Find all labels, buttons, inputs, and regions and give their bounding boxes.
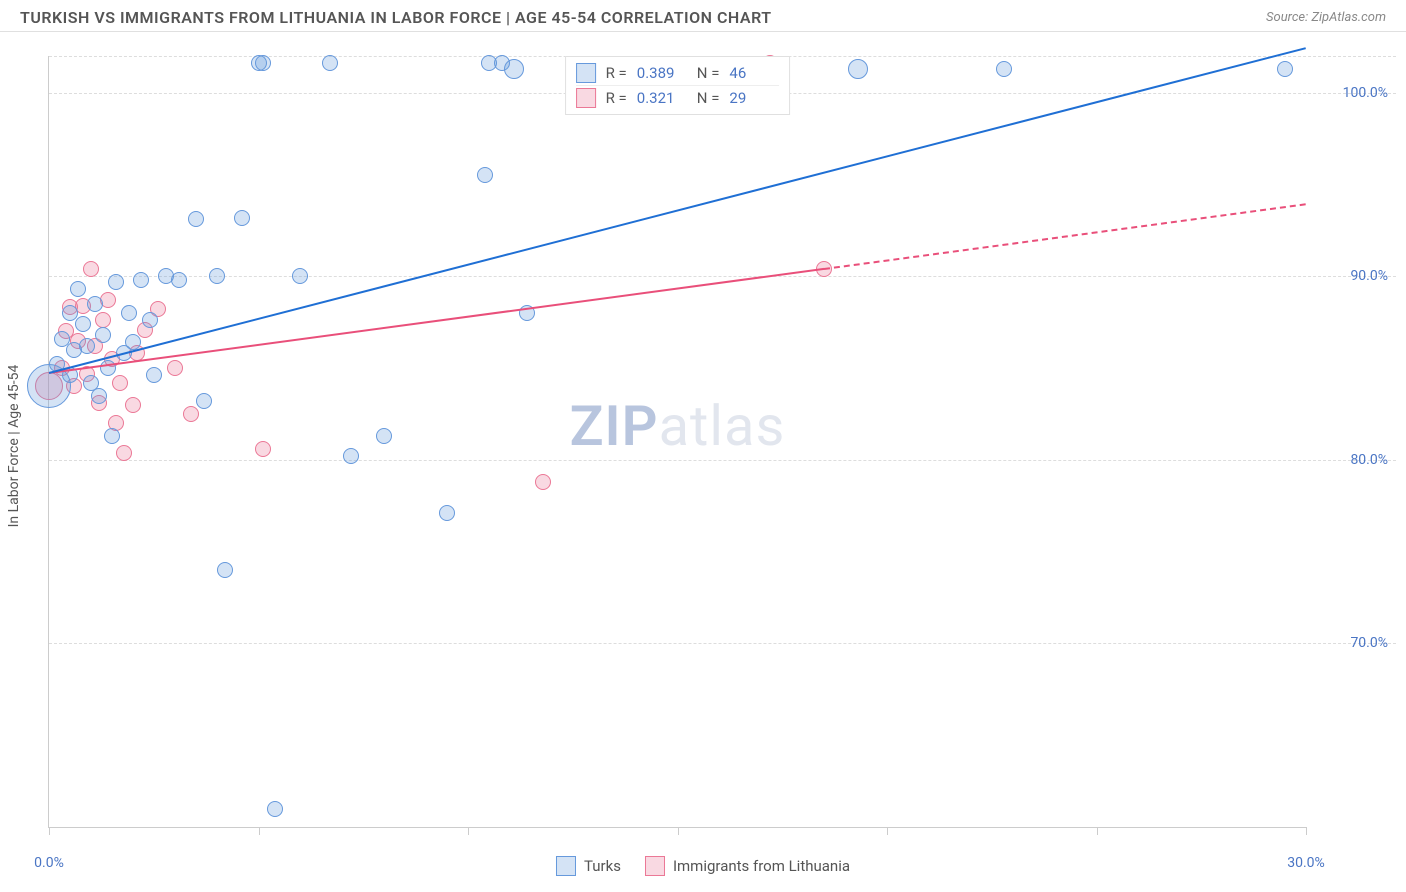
source-label: Source: ZipAtlas.com xyxy=(1266,10,1386,25)
x-tick xyxy=(678,827,679,835)
swatch-turks-bottom xyxy=(556,856,576,876)
x-tick xyxy=(468,827,469,835)
scatter-chart: ZIPatlas R = 0.389 N = 46 R = 0.321 N = … xyxy=(48,56,1306,828)
legend-row-turks: R = 0.389 N = 46 xyxy=(576,61,780,85)
lithuania-point xyxy=(112,375,128,391)
lithuania-point xyxy=(255,441,271,457)
turks-point xyxy=(108,274,124,290)
r-value-turks: 0.389 xyxy=(637,64,687,82)
turks-point xyxy=(439,505,455,521)
gridline xyxy=(49,276,1396,277)
n-value-turks: 46 xyxy=(729,64,779,82)
y-axis-label: In Labor Force | Age 45-54 xyxy=(6,365,22,528)
n-value-lithuania: 29 xyxy=(729,89,779,107)
chart-title: TURKISH VS IMMIGRANTS FROM LITHUANIA IN … xyxy=(20,8,772,27)
turks-point xyxy=(376,428,392,444)
turks-point xyxy=(234,210,250,226)
r-value-lithuania: 0.321 xyxy=(637,89,687,107)
x-tick xyxy=(1306,827,1307,835)
turks-point xyxy=(91,388,107,404)
swatch-lithuania-bottom xyxy=(645,856,665,876)
watermark: ZIPatlas xyxy=(570,393,786,459)
turks-point xyxy=(343,448,359,464)
y-tick-label: 70.0% xyxy=(1350,635,1388,651)
turks-point xyxy=(996,61,1012,77)
turks-point xyxy=(87,296,103,312)
correlation-legend: R = 0.389 N = 46 R = 0.321 N = 29 xyxy=(565,56,791,115)
y-tick-label: 80.0% xyxy=(1350,452,1388,468)
turks-point xyxy=(142,312,158,328)
turks-point xyxy=(267,801,283,817)
turks-point xyxy=(146,367,162,383)
lithuania-point xyxy=(167,360,183,376)
turks-point xyxy=(209,268,225,284)
turks-point xyxy=(79,338,95,354)
turks-point xyxy=(292,268,308,284)
lithuania-point xyxy=(83,261,99,277)
x-tick xyxy=(887,827,888,835)
x-tick xyxy=(1097,827,1098,835)
turks-point xyxy=(255,55,271,71)
turks-point xyxy=(477,167,493,183)
turks-point xyxy=(70,281,86,297)
gridline xyxy=(49,460,1396,461)
turks-point xyxy=(104,428,120,444)
x-tick-label: 30.0% xyxy=(1287,855,1325,871)
x-tick xyxy=(49,827,50,835)
lithuania-trendline-dashed xyxy=(824,203,1306,270)
turks-point xyxy=(196,393,212,409)
legend-row-lithuania: R = 0.321 N = 29 xyxy=(576,85,780,110)
y-tick-label: 100.0% xyxy=(1343,85,1388,101)
turks-point xyxy=(504,59,524,79)
turks-point xyxy=(121,305,137,321)
turks-point xyxy=(188,211,204,227)
lithuania-point xyxy=(116,445,132,461)
legend-item-turks: Turks xyxy=(556,856,621,876)
legend-item-lithuania: Immigrants from Lithuania xyxy=(645,856,850,876)
swatch-turks xyxy=(576,63,596,83)
turks-point xyxy=(848,59,868,79)
y-tick-label: 90.0% xyxy=(1350,268,1388,284)
turks-point xyxy=(322,55,338,71)
lithuania-point xyxy=(535,474,551,490)
turks-point xyxy=(171,272,187,288)
x-tick-label: 0.0% xyxy=(34,855,64,871)
lithuania-point xyxy=(95,312,111,328)
lithuania-point xyxy=(125,397,141,413)
gridline xyxy=(49,643,1396,644)
turks-point xyxy=(95,327,111,343)
turks-point xyxy=(133,272,149,288)
chart-header: TURKISH VS IMMIGRANTS FROM LITHUANIA IN … xyxy=(0,0,1406,32)
turks-point xyxy=(75,316,91,332)
x-tick xyxy=(259,827,260,835)
turks-point xyxy=(217,562,233,578)
swatch-lithuania xyxy=(576,88,596,108)
turks-point xyxy=(1277,61,1293,77)
series-legend: Turks Immigrants from Lithuania xyxy=(556,856,850,876)
lithuania-point xyxy=(183,406,199,422)
